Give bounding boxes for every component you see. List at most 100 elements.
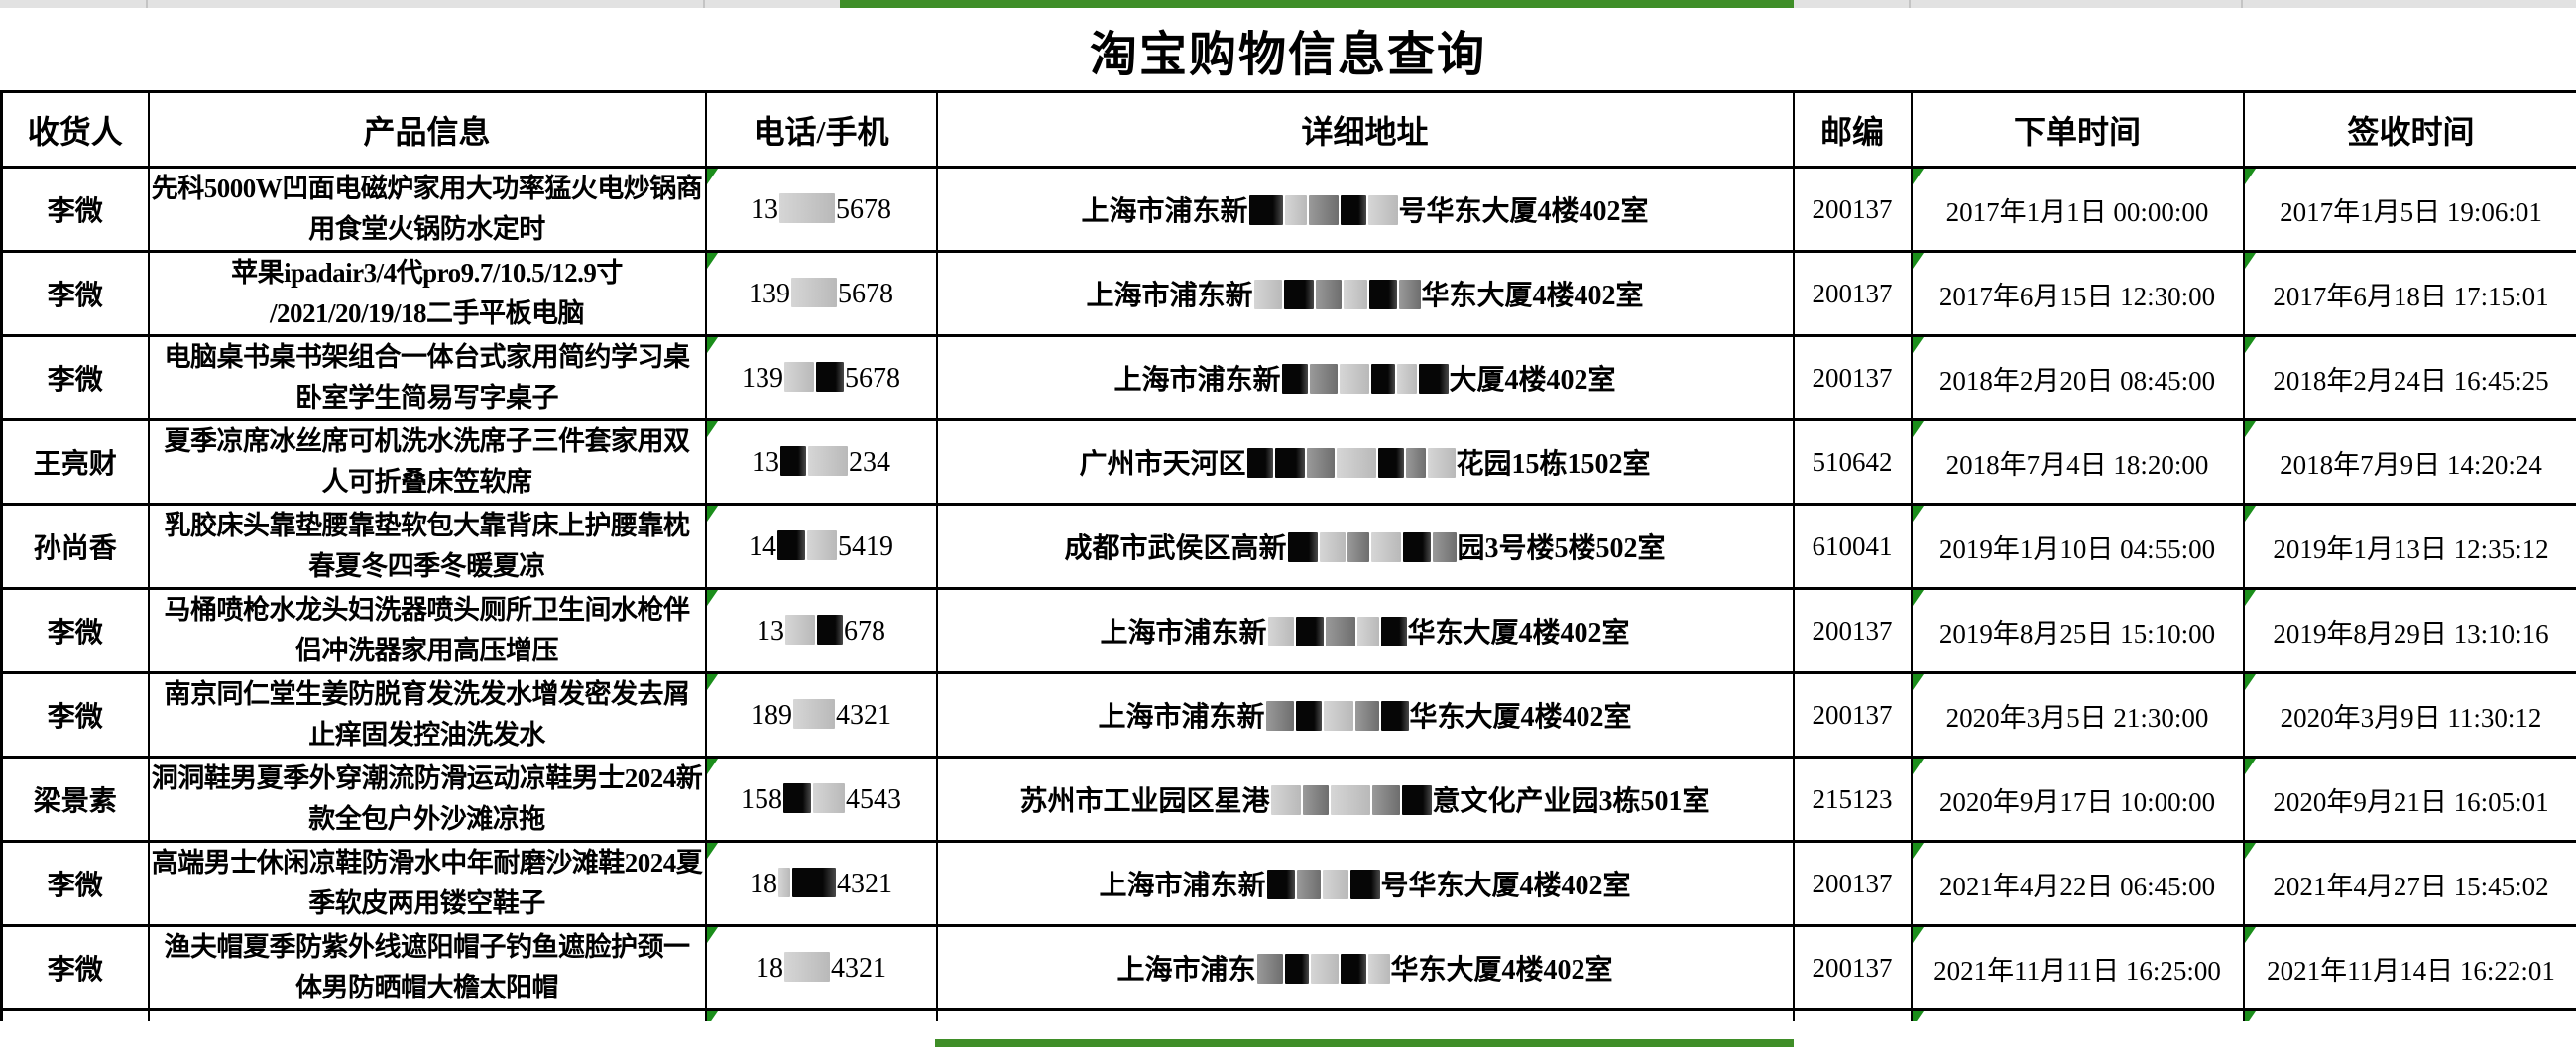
cell-product[interactable]: 高端男士休闲凉鞋防滑水中年耐磨沙滩鞋2024夏 季软皮两用镂空鞋子 <box>147 840 707 927</box>
cell-address[interactable]: 上海市浦东新 大厦4楼402室 <box>935 334 1795 421</box>
cell-phone[interactable]: 13 234 <box>704 418 938 506</box>
cell-order-time[interactable]: 2020年9月17日 10:00:00 <box>1910 756 2245 843</box>
cell-phone[interactable]: 189 4321 <box>704 671 938 759</box>
cell-phone[interactable]: 14 5419 <box>704 503 938 590</box>
cell-error-triangle-icon <box>707 844 718 859</box>
cell-sign-time[interactable]: 2021年4月27日 15:45:02 <box>2242 840 2576 927</box>
cell-order-time[interactable]: 2020年3月5日 21:30:00 <box>1910 671 2245 759</box>
cell-product[interactable]: 洞洞鞋男夏季外穿潮流防滑运动凉鞋男士2024新 款全包户外沙滩凉拖 <box>147 756 707 843</box>
cell-address[interactable]: 广州市天河区 花园15栋1502室 <box>935 418 1795 506</box>
cell-order-time[interactable]: 2019年1月10日 04:55:00 <box>1910 503 2245 590</box>
cell-order-time[interactable] <box>1910 1008 2245 1021</box>
cell-address[interactable]: 上海市浦东新 号华东大厦4楼402室 <box>935 166 1795 253</box>
cell-sign-time[interactable]: 2017年6月18日 17:15:01 <box>2242 250 2576 337</box>
cell-product[interactable]: 马桶喷枪水龙头妇洗器喷头厕所卫生间水枪伴 侣冲洗器家用高压增压 <box>147 587 707 674</box>
cell-postal[interactable]: 510642 <box>1792 418 1913 506</box>
cell-order-time[interactable]: 2021年11月11日 16:25:00 <box>1910 924 2245 1011</box>
cell-recipient[interactable]: 李微 <box>0 250 150 337</box>
cell-order-time[interactable]: 2019年8月25日 15:10:00 <box>1910 587 2245 674</box>
cell-address[interactable]: 苏州市工业园区星港 意文化产业园3栋501室 <box>935 756 1795 843</box>
redaction-box <box>1380 617 1407 646</box>
cell-error-triangle-icon <box>2245 338 2256 353</box>
cell-sign-time[interactable]: 2020年9月21日 16:05:01 <box>2242 756 2576 843</box>
cell-postal[interactable]: 200137 <box>1792 587 1913 674</box>
cell-phone[interactable]: 18 4321 <box>704 840 938 927</box>
cell-address[interactable]: 上海市浦东 华东大厦4楼402室 <box>935 924 1795 1011</box>
cell-address[interactable]: 上海市浦东新 华东大厦4楼402室 <box>935 587 1795 674</box>
header-order-time[interactable]: 下单时间 <box>1910 90 2245 169</box>
cell-phone[interactable]: 13 678 <box>704 587 938 674</box>
cell-product[interactable]: 夏季凉席冰丝席可机洗水洗席子三件套家用双 人可折叠床笠软席 <box>147 418 707 506</box>
cell-order-time[interactable]: 2018年7月4日 18:20:00 <box>1910 418 2245 506</box>
cell-sign-time[interactable] <box>2242 1008 2576 1021</box>
cell-postal[interactable] <box>1792 1008 1913 1021</box>
cell-recipient[interactable] <box>0 1008 150 1021</box>
cell-phone[interactable]: 139 5678 <box>704 250 938 337</box>
cell-recipient[interactable]: 王亮财 <box>0 418 150 506</box>
cell-recipient[interactable]: 李微 <box>0 166 150 253</box>
cell-recipient[interactable]: 李微 <box>0 924 150 1011</box>
cell-product[interactable]: 电脑桌书桌书架组合一体台式家用简约学习桌 卧室学生简易写字桌子 <box>147 334 707 421</box>
cell-address[interactable]: 上海市浦东新 号华东大厦4楼402室 <box>935 840 1795 927</box>
redaction-box <box>1284 195 1307 225</box>
header-address[interactable]: 详细地址 <box>935 90 1795 169</box>
cell-address[interactable]: 上海市浦东新 华东大厦4楼402室 <box>935 250 1795 337</box>
cell-postal[interactable]: 200137 <box>1792 166 1913 253</box>
cell-error-triangle-icon <box>2245 507 2256 522</box>
text-fragment: 华东大厦4楼402室 <box>1409 702 1632 733</box>
cell-sign-time[interactable]: 2017年1月5日 19:06:01 <box>2242 166 2576 253</box>
cell-error-triangle-icon <box>1913 591 1924 606</box>
cell-address[interactable] <box>935 1008 1795 1021</box>
redaction-box <box>779 192 835 223</box>
cell-phone[interactable]: 18 4321 <box>704 924 938 1011</box>
cell-postal[interactable]: 200137 <box>1792 334 1913 421</box>
header-sign-time[interactable]: 签收时间 <box>2242 90 2576 169</box>
cell-order-time[interactable]: 2021年4月22日 06:45:00 <box>1910 840 2245 927</box>
cell-product[interactable]: 乳胶床头靠垫腰靠垫软包大靠背床上护腰靠枕 春夏冬四季冬暖夏凉 <box>147 503 707 590</box>
redaction-box <box>1370 364 1395 394</box>
cell-address[interactable]: 成都市武侯区高新 园3号楼5楼502室 <box>935 503 1795 590</box>
cell-sign-time[interactable]: 2019年1月13日 12:35:12 <box>2242 503 2576 590</box>
cell-recipient[interactable]: 李微 <box>0 840 150 927</box>
cell-product[interactable]: 苹果ipadair3/4代pro9.7/10.5/12.9寸 /2021/20/… <box>147 250 707 337</box>
header-phone[interactable]: 电话/手机 <box>704 90 938 169</box>
cell-postal[interactable]: 200137 <box>1792 671 1913 759</box>
cell-phone[interactable] <box>704 1008 938 1021</box>
cell-product[interactable] <box>147 1008 707 1021</box>
cell-sign-time[interactable]: 2021年11月14日 16:22:01 <box>2242 924 2576 1011</box>
cell-address[interactable]: 上海市浦东新 华东大厦4楼402室 <box>935 671 1795 759</box>
header-postal[interactable]: 邮编 <box>1792 90 1913 169</box>
cell-postal[interactable]: 200137 <box>1792 840 1913 927</box>
table-row: 李微 南京同仁堂生姜防脱育发洗发水增发密发去屑 止痒固发控油洗发水 189 4321 上… <box>0 671 2576 759</box>
cell-phone[interactable]: 139 5678 <box>704 334 938 421</box>
cell-recipient[interactable]: 李微 <box>0 587 150 674</box>
redaction-box <box>1315 280 1342 309</box>
header-product[interactable]: 产品信息 <box>147 90 707 169</box>
text-fragment: 189 <box>751 699 792 731</box>
cell-postal[interactable]: 200137 <box>1792 924 1913 1011</box>
cell-order-time[interactable]: 2017年1月1日 00:00:00 <box>1910 166 2245 253</box>
cell-postal[interactable]: 610041 <box>1792 503 1913 590</box>
cell-sign-time[interactable]: 2018年2月24日 16:45:25 <box>2242 334 2576 421</box>
cell-recipient[interactable]: 梁景素 <box>0 756 150 843</box>
text-fragment: 花园15栋1502室 <box>1456 449 1651 480</box>
cell-sign-time[interactable]: 2018年7月9日 14:20:24 <box>2242 418 2576 506</box>
cell-phone[interactable]: 158 4543 <box>704 756 938 843</box>
cell-product[interactable]: 南京同仁堂生姜防脱育发洗发水增发密发去屑 止痒固发控油洗发水 <box>147 671 707 759</box>
cell-order-time[interactable]: 2018年2月20日 08:45:00 <box>1910 334 2245 421</box>
cell-error-triangle-icon <box>707 170 718 184</box>
cell-recipient[interactable]: 孙尚香 <box>0 503 150 590</box>
redaction-box <box>1253 280 1282 309</box>
cell-phone[interactable]: 13 5678 <box>704 166 938 253</box>
cell-sign-time[interactable]: 2019年8月29日 13:10:16 <box>2242 587 2576 674</box>
cell-recipient[interactable]: 李微 <box>0 334 150 421</box>
cell-postal[interactable]: 200137 <box>1792 250 1913 337</box>
cell-postal[interactable]: 215123 <box>1792 756 1913 843</box>
header-recipient[interactable]: 收货人 <box>0 90 150 169</box>
cell-product[interactable]: 先科5000W凹面电磁炉家用大功率猛火电炒锅商 用食堂火锅防水定时 <box>147 166 707 253</box>
cell-sign-time[interactable]: 2020年3月9日 11:30:12 <box>2242 671 2576 759</box>
cell-order-time[interactable]: 2017年6月15日 12:30:00 <box>1910 250 2245 337</box>
cell-product[interactable]: 渔夫帽夏季防紫外线遮阳帽子钓鱼遮脸护颈一 体男防晒帽大檐太阳帽 <box>147 924 707 1011</box>
redaction-box <box>1398 280 1421 309</box>
cell-recipient[interactable]: 李微 <box>0 671 150 759</box>
